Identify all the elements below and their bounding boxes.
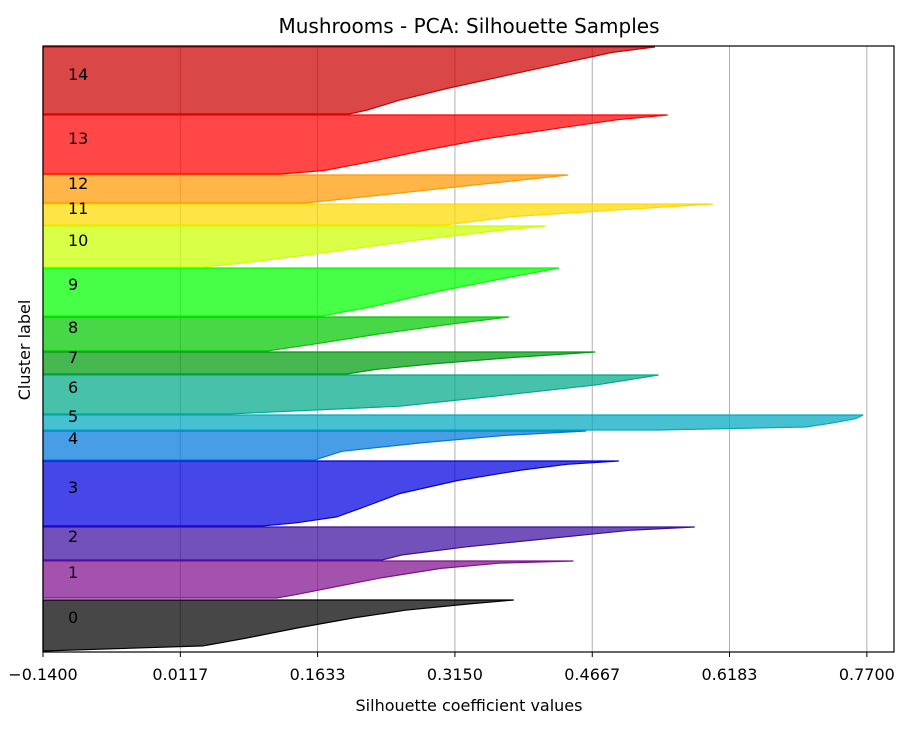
cluster-band-12 xyxy=(42,174,569,204)
chart-title: Mushrooms - PCA: Silhouette Samples xyxy=(278,14,659,38)
cluster-band-2 xyxy=(42,526,695,561)
cluster-label-3: 3 xyxy=(68,478,78,497)
cluster-band-0 xyxy=(42,599,514,652)
cluster-label-13: 13 xyxy=(68,129,88,148)
cluster-label-4: 4 xyxy=(68,429,78,448)
cluster-band-8 xyxy=(42,316,510,352)
cluster-label-0: 0 xyxy=(68,608,78,627)
x-tick-label: 0.3150 xyxy=(427,665,483,684)
cluster-label-12: 12 xyxy=(68,174,88,193)
cluster-label-8: 8 xyxy=(68,318,78,337)
cluster-label-7: 7 xyxy=(68,348,78,367)
cluster-band-7 xyxy=(42,351,596,375)
cluster-band-1 xyxy=(42,560,574,599)
y-axis-label: Cluster label xyxy=(15,300,34,401)
cluster-band-5 xyxy=(42,414,864,431)
cluster-band-6 xyxy=(42,374,659,415)
x-tick-label: 0.6183 xyxy=(702,665,758,684)
cluster-label-9: 9 xyxy=(68,275,78,294)
x-axis-ticks: −0.1400 0.0117 0.1633 0.3150 0.4667 0.6183 0.7… xyxy=(8,652,895,684)
cluster-band-3 xyxy=(42,460,619,527)
cluster-label-2: 2 xyxy=(68,527,78,546)
cluster-band-11 xyxy=(42,203,713,226)
cluster-label-6: 6 xyxy=(68,378,78,397)
cluster-band-14 xyxy=(42,46,656,115)
x-tick-label: 0.7700 xyxy=(839,665,895,684)
cluster-band-9 xyxy=(42,267,560,317)
cluster-label-14: 14 xyxy=(68,65,88,84)
cluster-label-5: 5 xyxy=(68,407,78,426)
cluster-band-4 xyxy=(42,430,587,461)
cluster-label-11: 11 xyxy=(68,199,88,218)
cluster-band-10 xyxy=(42,225,546,268)
x-tick-label: 0.1633 xyxy=(290,665,346,684)
cluster-label-10: 10 xyxy=(68,231,88,250)
x-axis-label: Silhouette coefficient values xyxy=(356,696,583,715)
x-tick-label: 0.0117 xyxy=(152,665,208,684)
cluster-bands xyxy=(42,46,864,652)
x-tick-label: −0.1400 xyxy=(8,665,77,684)
plot-frame xyxy=(42,45,895,653)
cluster-label-1: 1 xyxy=(68,563,78,582)
cluster-band-13 xyxy=(42,114,668,175)
x-tick-label: 0.4667 xyxy=(564,665,620,684)
